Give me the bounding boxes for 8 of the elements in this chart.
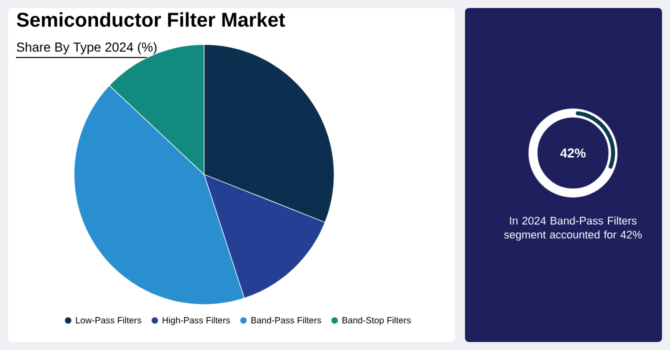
- legend-label: High-Pass Filters: [162, 316, 230, 326]
- legend-label: Band-Pass Filters: [251, 316, 322, 324]
- chart-subtitle: Share By Type 2024 (%): [16, 42, 156, 54]
- legend-label: Band-Stop Filters: [342, 316, 411, 326]
- chart-title: Semiconductor Filter Market: [16, 12, 285, 27]
- text: 42%: [560, 148, 586, 158]
- text: In 2024 Band-Pass Filters segment accounted for 42%: [504, 216, 642, 241]
- legend-label: Low-Pass Filters: [76, 316, 142, 324]
